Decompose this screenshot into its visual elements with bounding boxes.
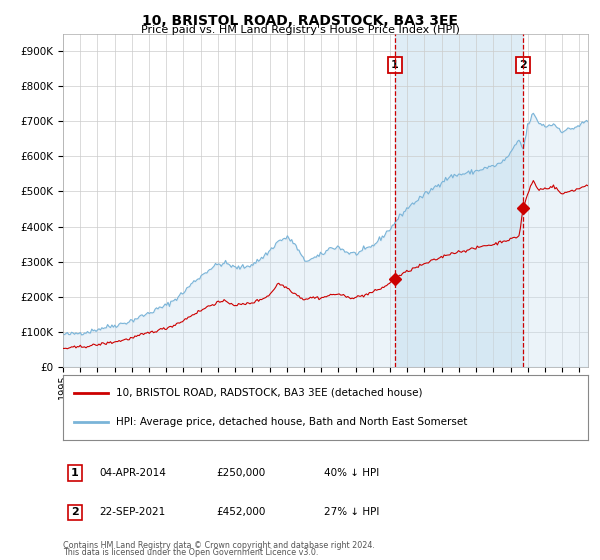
Text: £452,000: £452,000: [216, 507, 265, 517]
Text: £250,000: £250,000: [216, 468, 265, 478]
Text: 40% ↓ HPI: 40% ↓ HPI: [324, 468, 379, 478]
Bar: [395, 34, 523, 367]
Text: 2: 2: [519, 60, 527, 70]
Text: 2: 2: [71, 507, 79, 517]
Text: Contains HM Land Registry data © Crown copyright and database right 2024.: Contains HM Land Registry data © Crown c…: [63, 541, 375, 550]
Text: 1: 1: [71, 468, 79, 478]
Text: 10, BRISTOL ROAD, RADSTOCK, BA3 3EE: 10, BRISTOL ROAD, RADSTOCK, BA3 3EE: [142, 14, 458, 28]
Text: 1: 1: [391, 60, 398, 70]
Text: HPI: Average price, detached house, Bath and North East Somerset: HPI: Average price, detached house, Bath…: [115, 417, 467, 427]
Text: 22-SEP-2021: 22-SEP-2021: [99, 507, 165, 517]
Text: 27% ↓ HPI: 27% ↓ HPI: [324, 507, 379, 517]
Text: Price paid vs. HM Land Registry's House Price Index (HPI): Price paid vs. HM Land Registry's House …: [140, 25, 460, 35]
Text: 10, BRISTOL ROAD, RADSTOCK, BA3 3EE (detached house): 10, BRISTOL ROAD, RADSTOCK, BA3 3EE (det…: [115, 388, 422, 398]
Text: This data is licensed under the Open Government Licence v3.0.: This data is licensed under the Open Gov…: [63, 548, 319, 557]
Text: 04-APR-2014: 04-APR-2014: [99, 468, 166, 478]
